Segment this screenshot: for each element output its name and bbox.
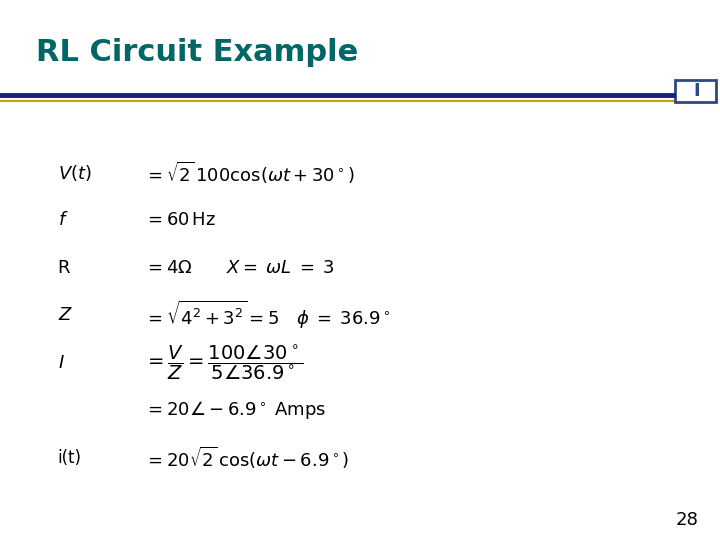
Text: $\mathbf{I}$: $\mathbf{I}$ <box>693 82 700 100</box>
Text: $= \dfrac{V}{Z} = \dfrac{100\angle 30^\circ}{5\angle 36.9^\circ}$: $= \dfrac{V}{Z} = \dfrac{100\angle 30^\c… <box>144 343 304 382</box>
Text: R: R <box>58 259 70 277</box>
Text: $= 20\angle -6.9^\circ\;\mathrm{Amps}$: $= 20\angle -6.9^\circ\;\mathrm{Amps}$ <box>144 400 326 421</box>
Text: $= \sqrt{4^2+3^2} = 5 \quad \phi \;=\; 36.9^\circ$: $= \sqrt{4^2+3^2} = 5 \quad \phi \;=\; 3… <box>144 299 390 332</box>
Text: $Z$: $Z$ <box>58 306 73 325</box>
Text: $= 60\,\mathrm{Hz}$: $= 60\,\mathrm{Hz}$ <box>144 211 216 230</box>
Text: RL Circuit Example: RL Circuit Example <box>36 38 359 67</box>
Text: $f$: $f$ <box>58 211 68 230</box>
Text: 28: 28 <box>675 511 698 529</box>
Text: $= 20\sqrt{2}\,\cos(\omega t - 6.9^\circ)$: $= 20\sqrt{2}\,\cos(\omega t - 6.9^\circ… <box>144 445 349 471</box>
Text: i(t): i(t) <box>58 449 81 467</box>
Text: $I$: $I$ <box>58 354 64 372</box>
Text: $= \sqrt{2}\,100\cos(\omega t + 30^\circ)$: $= \sqrt{2}\,100\cos(\omega t + 30^\circ… <box>144 160 355 186</box>
Text: $V(t)$: $V(t)$ <box>58 163 91 183</box>
Text: $= 4\Omega \qquad X = \;\omega L \;=\; 3$: $= 4\Omega \qquad X = \;\omega L \;=\; 3… <box>144 259 335 277</box>
FancyBboxPatch shape <box>675 80 716 102</box>
